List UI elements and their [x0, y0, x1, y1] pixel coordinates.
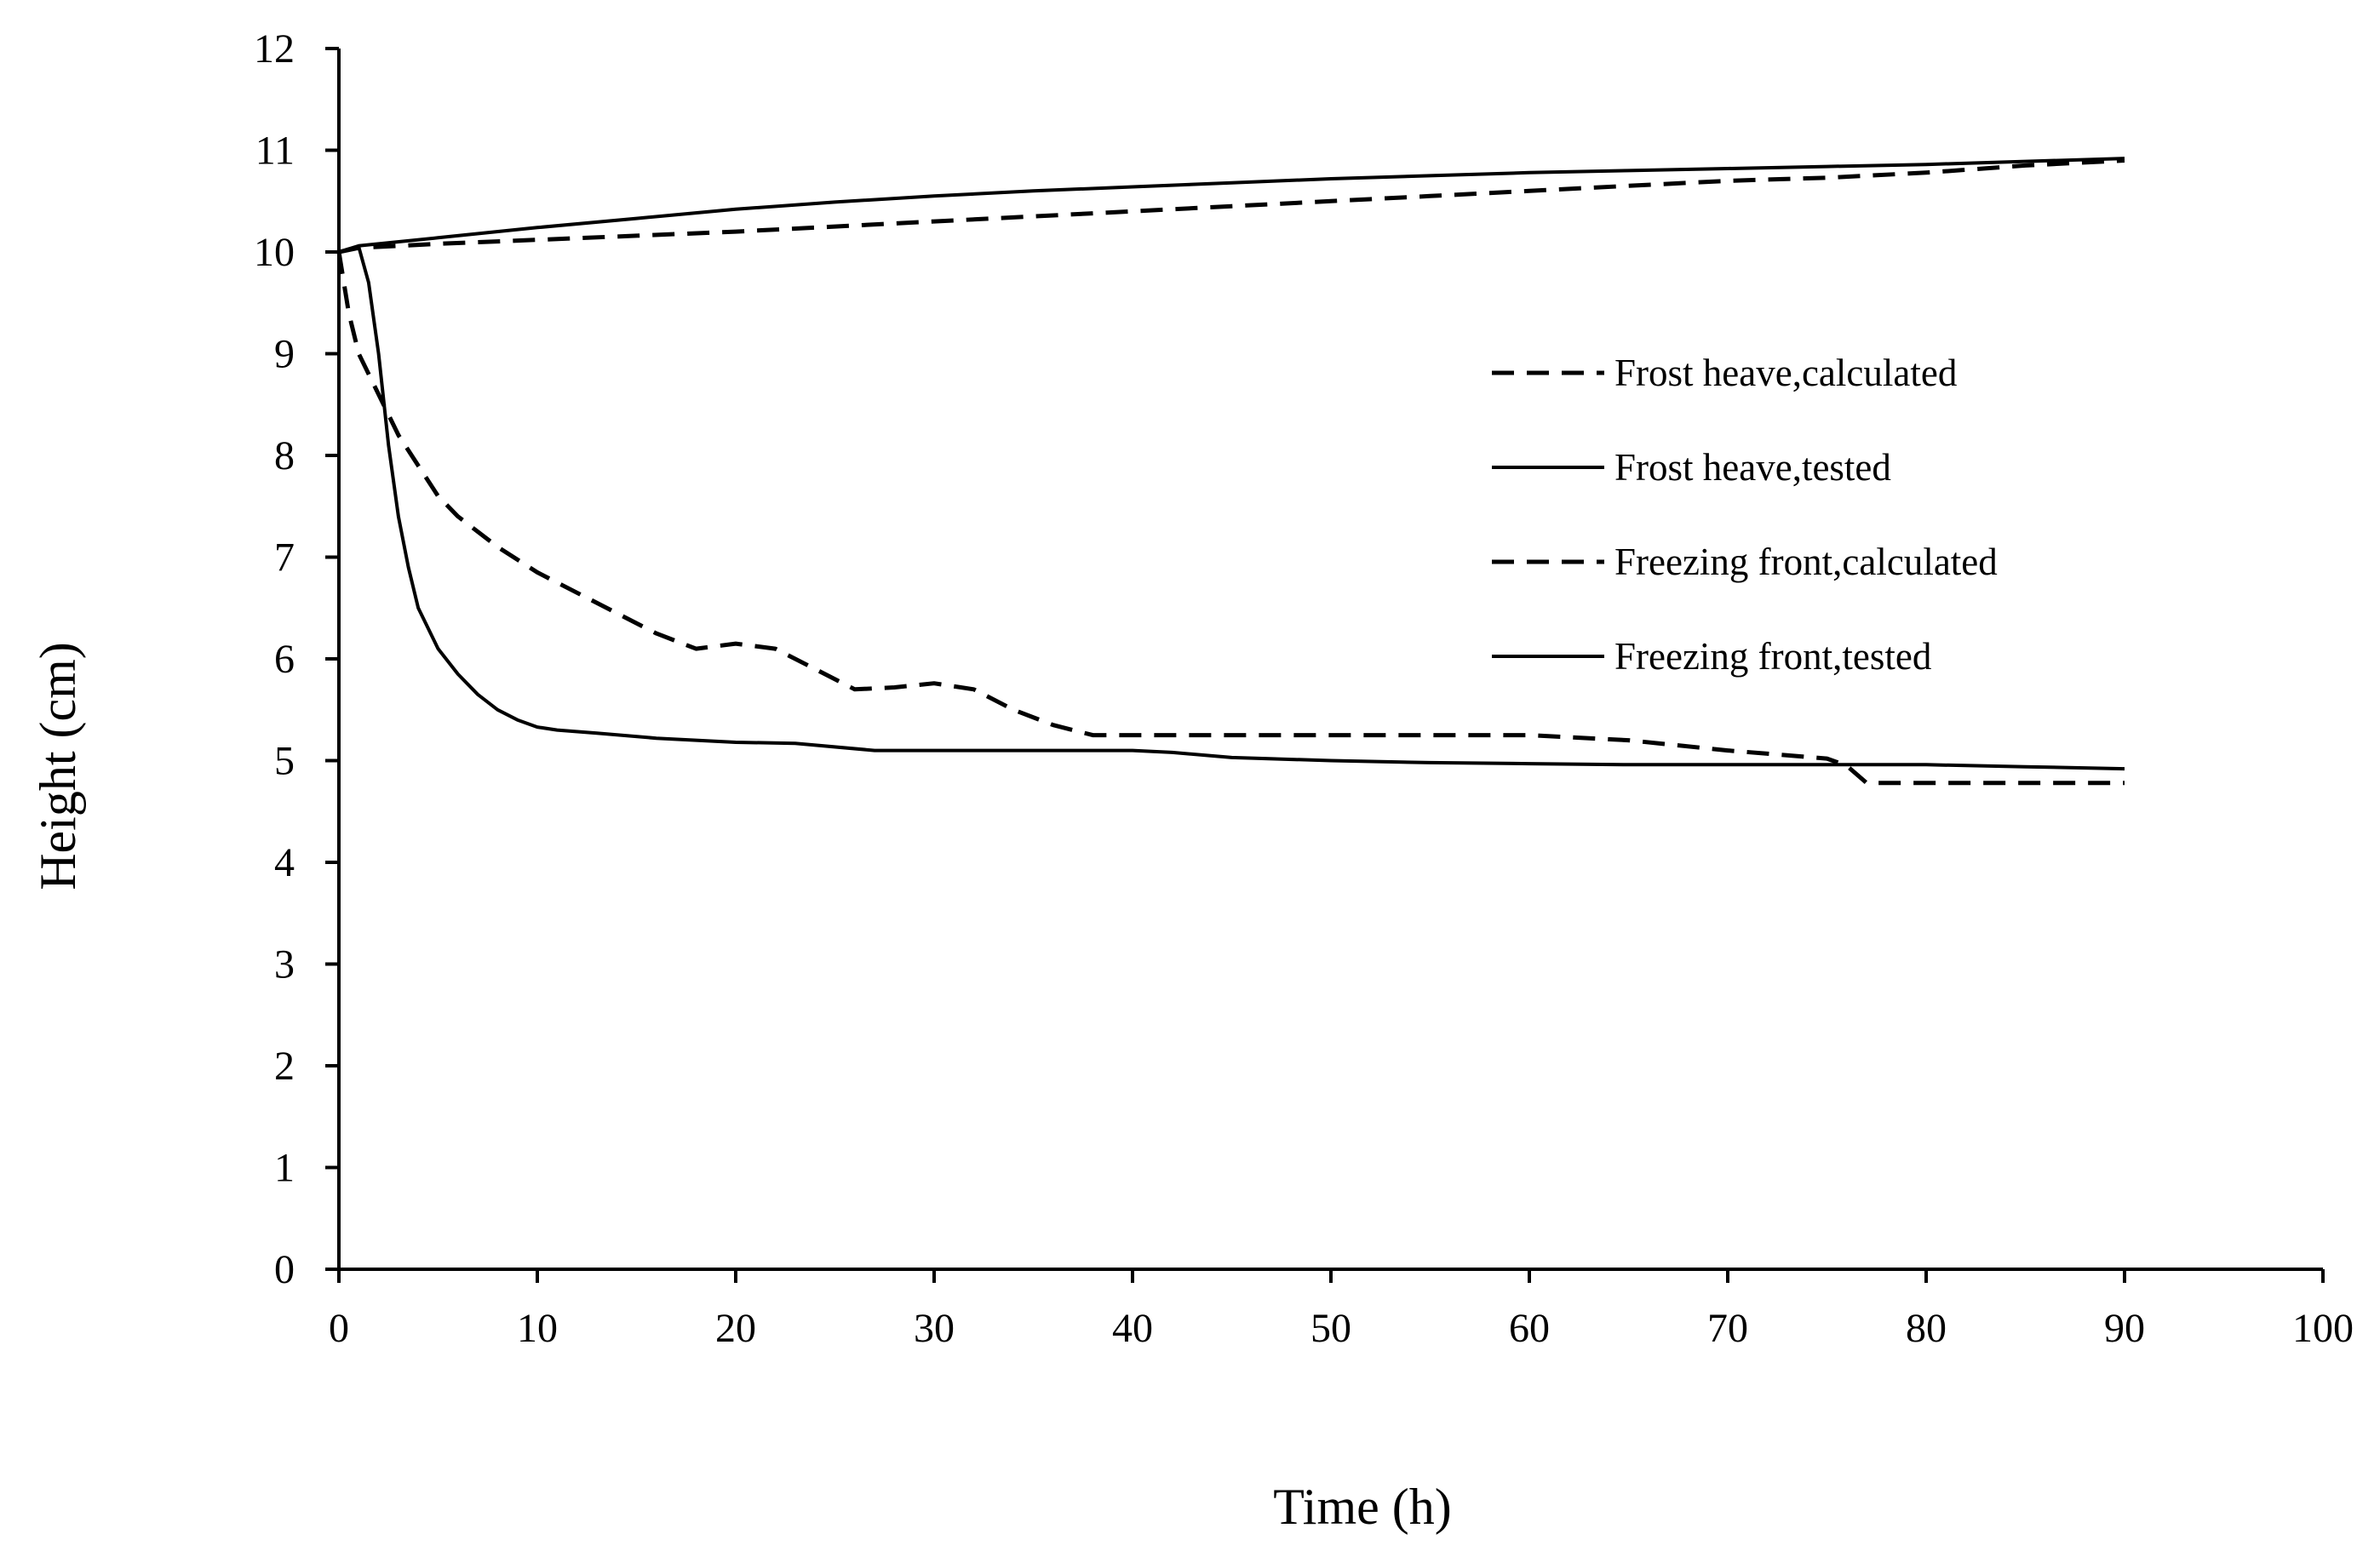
x-tick-label: 10: [517, 1306, 558, 1351]
x-tick-label: 40: [1112, 1306, 1153, 1351]
x-tick-label: 80: [1906, 1306, 1947, 1351]
series-line-1: [338, 158, 2125, 255]
y-tick-label: 0: [274, 1247, 295, 1292]
y-tick-label: 8: [274, 433, 295, 478]
series-line-4: [338, 245, 2125, 771]
y-tick-label: 11: [255, 129, 295, 174]
y-tick-label: 5: [274, 739, 295, 784]
y-tick-label: 1: [274, 1146, 295, 1191]
legend-label: Freezing front,calculated: [1614, 541, 1998, 583]
legend-label: Frost heave,calculated: [1614, 352, 1957, 394]
legend-label: Frost heave,tested: [1614, 446, 1891, 489]
y-axis-title: Height (cm): [30, 642, 86, 890]
x-tick-label: 60: [1509, 1306, 1550, 1351]
y-tick-label: 12: [254, 26, 295, 72]
y-tick-label: 10: [254, 230, 295, 275]
x-tick-label: 70: [1707, 1306, 1748, 1351]
y-tick-label: 9: [274, 332, 295, 377]
y-tick-label: 3: [274, 942, 295, 987]
plot-area: [336, 157, 2125, 786]
x-axis-title: Time (h): [1273, 1479, 1451, 1535]
x-tick-label: 50: [1310, 1306, 1351, 1351]
y-tick-label: 6: [274, 637, 295, 682]
series-line-2: [338, 157, 2125, 254]
y-tick-label: 4: [274, 840, 295, 885]
x-tick-label: 100: [2292, 1306, 2354, 1351]
legend-label: Freezing front,tested: [1614, 635, 1931, 678]
legend: Frost heave,calculated Frost heave,tested…: [1492, 352, 1998, 678]
x-tick-label: 30: [914, 1306, 955, 1351]
x-tick-label: 20: [715, 1306, 756, 1351]
series-line-3: [336, 251, 2125, 786]
y-tick-label: 2: [274, 1044, 295, 1089]
x-tick-label: 90: [2104, 1306, 2145, 1351]
x-tick-label: 0: [329, 1306, 349, 1351]
y-tick-label: 7: [274, 535, 295, 581]
